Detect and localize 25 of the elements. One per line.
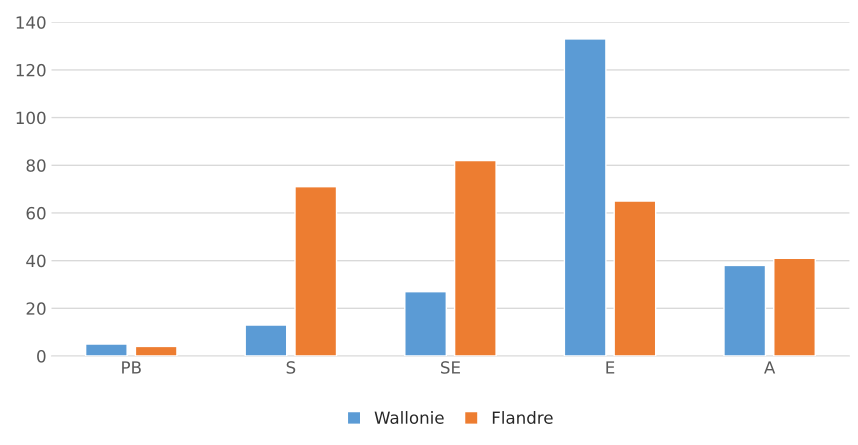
y-tick-label: 100 xyxy=(16,112,46,124)
x-tick-label: E xyxy=(606,361,614,374)
bar xyxy=(294,186,338,356)
bar xyxy=(244,324,288,356)
bar xyxy=(454,160,497,356)
y-tick-label: 60 xyxy=(26,206,46,220)
x-tick-label: S xyxy=(286,361,296,374)
x-tick-label: SE xyxy=(440,361,460,374)
y-tick-label: 80 xyxy=(26,159,46,172)
y-tick-label: 20 xyxy=(26,302,46,315)
legend-label: Wallonie xyxy=(374,411,444,424)
legend-label: Flandre xyxy=(492,411,553,424)
bar xyxy=(723,264,766,356)
bar xyxy=(84,343,128,356)
y-tick-label: 140 xyxy=(16,16,46,29)
x-tick-label: A xyxy=(764,361,776,374)
bar xyxy=(613,200,656,356)
bar xyxy=(773,258,816,356)
bar xyxy=(134,346,178,356)
y-tick-label: 0 xyxy=(37,350,46,363)
x-tick-label: PB xyxy=(122,361,141,374)
bar xyxy=(404,290,447,356)
bar xyxy=(564,38,607,356)
y-tick-label: 40 xyxy=(26,254,46,268)
y-tick-label: 120 xyxy=(16,64,46,76)
